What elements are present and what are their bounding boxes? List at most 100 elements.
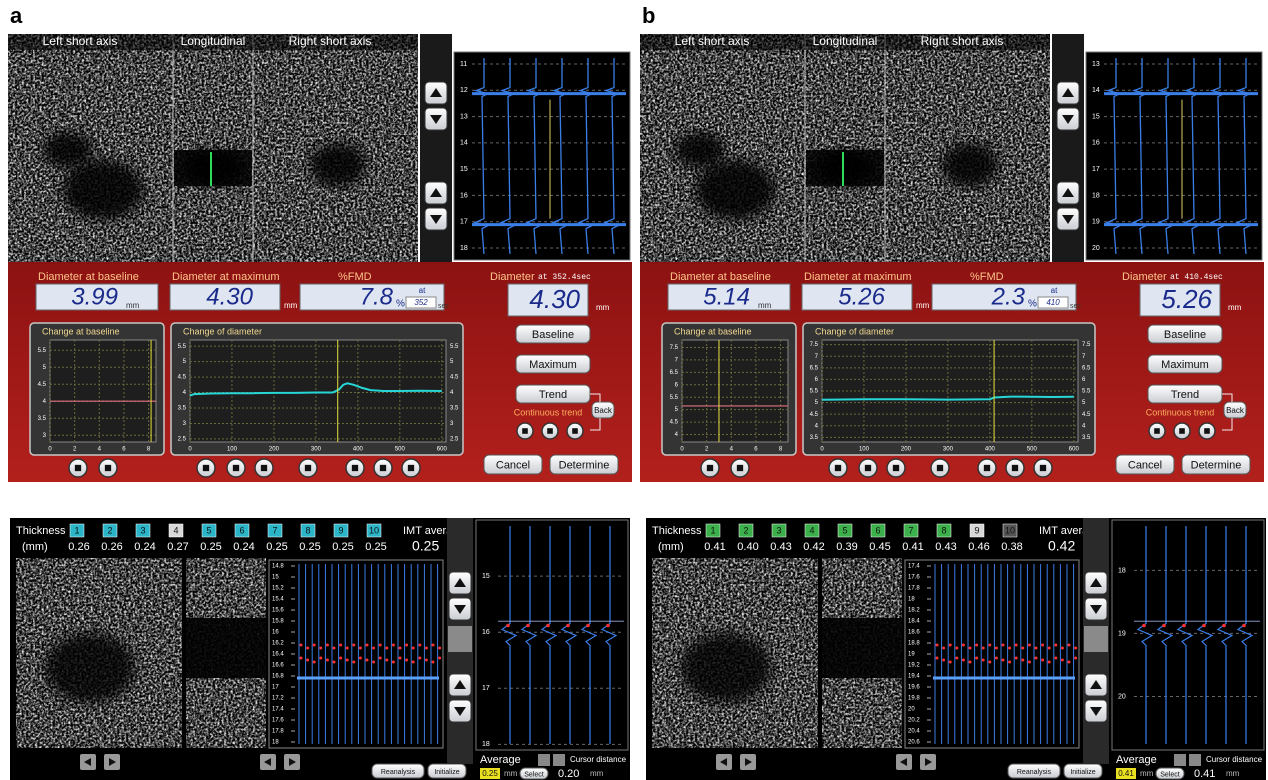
y-tick-label: 4.5 — [810, 412, 819, 418]
wall-point — [988, 644, 991, 647]
y-tick-label: 5.5 — [1082, 389, 1091, 395]
depth-tick-label: 15 — [460, 166, 468, 173]
button-label: Maximum — [529, 359, 577, 371]
wall-point — [359, 647, 362, 650]
average-unit: mm — [1140, 769, 1154, 778]
wall-point — [1068, 661, 1071, 664]
round-button-icon — [75, 465, 81, 471]
thickness-value: 0.42 — [803, 541, 824, 553]
wall-point — [306, 659, 309, 662]
wall-point — [313, 661, 316, 664]
m-mode-plot — [1112, 520, 1264, 750]
depth-tick-label: 19 — [1118, 630, 1126, 637]
y-tick-label: 5.5 — [38, 348, 47, 354]
wall-point — [1035, 647, 1038, 650]
scale-tick-label: 15.8 — [272, 619, 284, 625]
wall-point — [319, 657, 322, 660]
wall-point — [1015, 644, 1018, 647]
cursor-label: Cursor distance — [570, 755, 627, 764]
y-tick-label: 4.5 — [38, 382, 47, 388]
reading-unit: % — [396, 299, 405, 310]
wall-point — [1041, 644, 1044, 647]
scale-tick-label: 17.4 — [272, 707, 284, 713]
reading-unit: mm — [758, 301, 772, 310]
button-label: Reanalysis — [381, 769, 416, 776]
wall-point — [379, 657, 382, 660]
wall-point — [1041, 659, 1044, 662]
wall-point — [300, 657, 303, 660]
nav-button[interactable] — [538, 754, 550, 766]
wall-point — [936, 657, 939, 660]
scale-tick-label: 18.6 — [908, 630, 920, 636]
y-tick-label: 6.5 — [1082, 365, 1091, 371]
reading-title: Diameter at maximum — [804, 271, 912, 283]
view-label: Right short axis — [921, 34, 1004, 48]
thickness-value: 0.40 — [737, 541, 758, 553]
depth-tick-label: 18 — [1092, 192, 1100, 199]
wall-point — [975, 644, 978, 647]
reading-time: at 352.4sec — [538, 273, 591, 282]
wall-point — [995, 647, 998, 650]
wall-point — [606, 624, 610, 628]
round-button-icon — [380, 465, 386, 471]
wall-point — [1028, 661, 1031, 664]
scale-tick-label: 20.6 — [908, 740, 920, 746]
wall-point — [319, 647, 322, 650]
wall-point — [412, 647, 415, 650]
wall-point — [405, 644, 408, 647]
wall-point — [1008, 647, 1011, 650]
site-number: 3 — [776, 525, 781, 535]
y-tick-label: 4.5 — [178, 375, 187, 381]
scale-tick-label: 18.4 — [908, 619, 920, 625]
nav-button[interactable] — [553, 754, 565, 766]
nav-button[interactable] — [1189, 754, 1201, 766]
scale-tick-label: 19 — [908, 652, 915, 658]
button-label: Baseline — [1164, 329, 1206, 341]
reading-value: 4.30 — [206, 283, 253, 310]
scale-tick-label: 18 — [908, 597, 915, 603]
thickness-value: 0.39 — [836, 541, 857, 553]
y-tick-label: 6.5 — [810, 365, 819, 371]
button-label: Cancel — [496, 459, 530, 471]
scale-tick-label: 16.4 — [272, 652, 284, 658]
round-button-icon — [305, 465, 311, 471]
slider-slot — [448, 626, 472, 652]
scan-plot — [269, 560, 443, 748]
site-number: 6 — [875, 525, 880, 535]
round-button-icon — [522, 428, 528, 434]
vessel-lumen — [695, 160, 775, 220]
depth-tick-label: 19 — [1092, 219, 1100, 226]
y-tick-label: 5.5 — [810, 389, 819, 395]
wall-point — [326, 644, 329, 647]
wall-point — [432, 661, 435, 664]
scale-tick-label: 15.2 — [272, 586, 284, 592]
thickness-value: 0.25 — [365, 541, 386, 553]
x-tick-label: 500 — [395, 447, 406, 453]
wall-point — [405, 659, 408, 662]
nav-button[interactable] — [1174, 754, 1186, 766]
reading-title: Diameter at baseline — [38, 271, 139, 283]
scale-tick-label: 17.6 — [272, 718, 284, 724]
wall-point — [982, 659, 985, 662]
reading-title: Diameter — [1122, 271, 1167, 283]
wall-point — [352, 644, 355, 647]
wall-point — [586, 624, 590, 628]
reading-value: 5.26 — [838, 283, 885, 310]
scale-tick-label: 17.2 — [272, 696, 284, 702]
reading-value: 5.26 — [1161, 284, 1212, 314]
scale-tick-label: 20.2 — [908, 718, 920, 724]
scale-tick-label: 15.4 — [272, 597, 284, 603]
imt-value: 0.42 — [1048, 538, 1075, 554]
depth-tick-label: 16 — [482, 629, 490, 636]
at-unit: sec — [438, 303, 449, 310]
scale-tick-label: 20 — [908, 707, 915, 713]
wall-point — [366, 659, 369, 662]
scale-tick-label: 19.8 — [908, 696, 920, 702]
chart-title: Change of diameter — [815, 326, 894, 336]
view-label: Longitudinal — [813, 34, 878, 48]
scale-tick-label: 17.6 — [908, 575, 920, 581]
y-tick-label: 3.5 — [178, 406, 187, 412]
thickness-value: 0.38 — [1001, 541, 1022, 553]
reading-title: %FMD — [338, 271, 372, 283]
reading-time: at 410.4sec — [1170, 273, 1223, 282]
